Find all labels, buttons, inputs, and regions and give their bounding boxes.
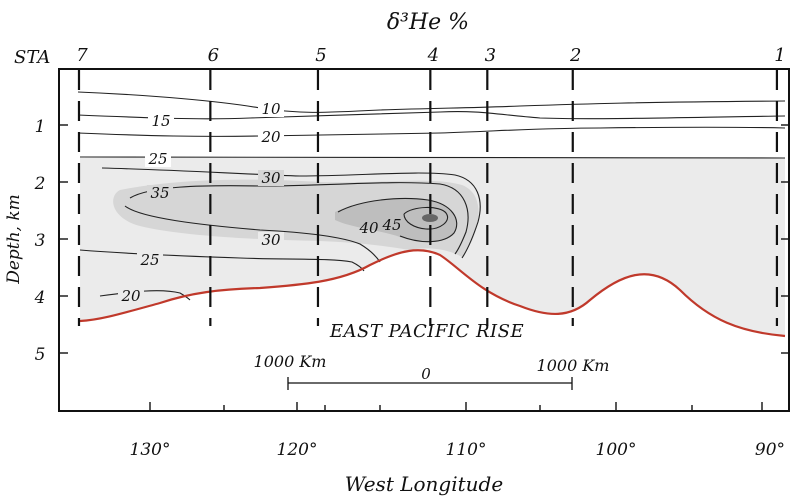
contour-labels: 10 15 20 25 30 35 30 40 45 25 20	[118, 100, 402, 305]
scale-bar-right-label: 1000 Km	[537, 356, 610, 375]
contour-label-30-upper: 30	[261, 169, 281, 187]
y-tick-label-1: 1	[35, 117, 46, 137]
contour-15	[77, 110, 786, 120]
x-tick-label-120: 120°	[277, 440, 318, 460]
contour-label-10: 10	[261, 100, 281, 118]
seafloor-profile	[79, 249, 786, 338]
plot-frame	[58, 68, 790, 412]
contour-label-40: 40	[358, 219, 379, 237]
x-axis-title: West Longitude	[345, 472, 503, 496]
x-tick-marks	[149, 402, 763, 411]
station-label-6: 6	[208, 45, 219, 66]
contour-35	[129, 182, 469, 255]
contour-label-25-lower: 25	[139, 251, 159, 269]
y-axis-title: Depth, km	[4, 194, 24, 285]
x-tick-label-100: 100°	[596, 440, 637, 460]
helium-core	[422, 214, 438, 222]
contour-label-30-lower: 30	[261, 231, 281, 249]
contour-label-20-lower: 20	[120, 287, 141, 305]
station-labels: 7 6 5 4 3 2 1	[76, 45, 785, 66]
station-lines	[77, 70, 779, 326]
contour-40	[337, 198, 458, 243]
y-tick-label-5: 5	[35, 345, 46, 365]
x-tick-label-130: 130°	[130, 440, 171, 460]
contour-label-25-upper: 25	[147, 150, 167, 168]
station-label-4: 4	[427, 45, 439, 66]
x-tick-label-90: 90°	[755, 440, 785, 460]
contour-20-upper	[77, 126, 786, 137]
chart-title: δ³He %	[387, 10, 469, 35]
station-label-3: 3	[485, 45, 496, 66]
contour-45	[403, 206, 448, 230]
helium-high-region	[335, 198, 458, 242]
contour-10	[77, 91, 786, 113]
scale-bar-left-label: 1000 Km	[254, 352, 327, 371]
contour-25	[79, 156, 786, 159]
contour-label-15: 15	[151, 112, 170, 130]
station-label-2: 2	[569, 45, 581, 66]
scale-bar: 1000 Km 0 1000 Km	[254, 352, 610, 390]
contour-label-20-upper: 20	[260, 128, 281, 146]
contour-30-lower	[124, 205, 381, 263]
station-prefix-label: STA	[14, 47, 50, 68]
station-label-7: 7	[76, 45, 88, 66]
contour-30-upper	[101, 167, 481, 259]
scale-bar-center-label: 0	[421, 365, 431, 383]
contour-label-45: 45	[381, 216, 401, 234]
contour-label-35: 35	[150, 184, 169, 202]
y-tick-label-4: 4	[34, 288, 46, 308]
station-label-1: 1	[774, 45, 785, 66]
station-label-5: 5	[315, 45, 326, 66]
y-tick-label-3: 3	[35, 231, 46, 251]
y-tick-label-2: 2	[34, 174, 46, 194]
x-tick-label-110: 110°	[446, 440, 487, 460]
east-pacific-rise-label: EAST PACIFIC RISE	[329, 321, 524, 342]
